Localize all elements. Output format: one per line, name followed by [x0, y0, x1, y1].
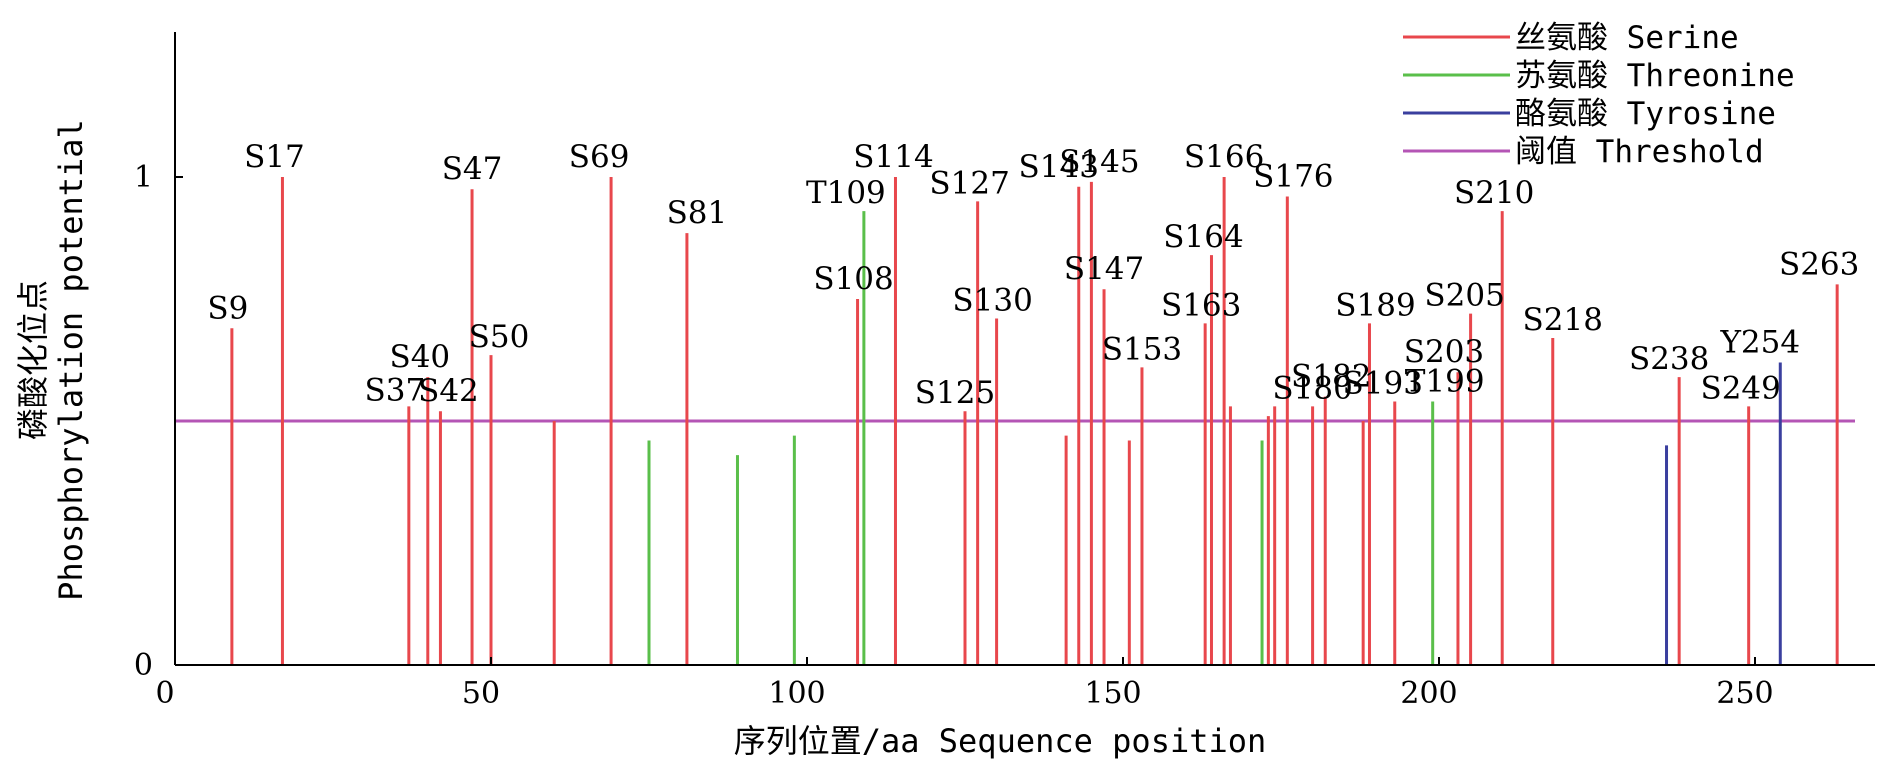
bar-label: S125	[915, 375, 995, 411]
y-tick-label: 0	[134, 648, 153, 683]
x-axis-title: 序列位置/aa Sequence position	[734, 722, 1267, 760]
bar-label: S81	[667, 195, 728, 231]
bar-label: S182	[1291, 359, 1371, 395]
bar-label: S40	[389, 339, 450, 375]
bar-label: S163	[1161, 287, 1241, 323]
bar-label: S50	[469, 319, 530, 355]
bar-label: Y254	[1719, 324, 1800, 360]
x-tick-label: 0	[155, 676, 174, 711]
y-tick-label: 1	[134, 160, 153, 195]
x-tick-label: 200	[1400, 676, 1457, 711]
bar-label: S42	[418, 373, 479, 409]
bar-label: S108	[813, 261, 893, 297]
bar-label: S205	[1424, 278, 1504, 314]
y-axis-title-line-2: Phosphorylation potential	[52, 119, 90, 601]
bar-label: S176	[1253, 159, 1333, 195]
bar-label: S210	[1454, 175, 1534, 211]
bar-label: S69	[569, 139, 630, 175]
x-tick-label: 100	[768, 676, 825, 711]
bar-label: S166	[1184, 139, 1264, 175]
bar-label: S47	[442, 151, 503, 187]
bar-label: S17	[244, 139, 305, 175]
legend-label: 苏氨酸 Threonine	[1515, 58, 1795, 94]
x-tick-label: 150	[1084, 676, 1141, 711]
bar-label: S37	[364, 372, 425, 408]
bar-label: S249	[1700, 370, 1780, 406]
bar-label: S203	[1404, 334, 1484, 370]
x-tick-label: 50	[462, 676, 500, 711]
bar-label: S143	[1019, 149, 1099, 185]
bar-label: S263	[1779, 246, 1859, 282]
legend-label: 酪氨酸 Tyrosine	[1515, 96, 1776, 132]
bar-label: S238	[1629, 341, 1709, 377]
bar-label: S147	[1064, 251, 1144, 287]
bar-label: S180	[1272, 370, 1352, 406]
bar-label: S127	[929, 165, 1009, 201]
y-axis-title-line-1: 磷酸化位点	[14, 280, 52, 440]
bar-label: S164	[1163, 219, 1243, 255]
x-tick-label: 250	[1716, 676, 1773, 711]
bar-label: S193	[1343, 365, 1423, 401]
bar-label: T199	[1405, 363, 1485, 399]
legend-label: 阈值 Threshold	[1515, 134, 1764, 170]
bar-label: S153	[1102, 331, 1182, 367]
bar-label: S9	[207, 290, 248, 326]
bar-label: T109	[806, 175, 886, 211]
bar-label: S189	[1335, 287, 1415, 323]
axes-group: 0 50 100 150 200 250 0 1	[134, 32, 1875, 711]
bars-group	[230, 177, 1839, 665]
bar-label: S114	[853, 139, 933, 175]
legend-label: 丝氨酸 Serine	[1515, 20, 1739, 56]
bar-label: S130	[952, 283, 1032, 319]
bar-label: S218	[1523, 302, 1603, 338]
bar-label: S145	[1059, 144, 1139, 180]
